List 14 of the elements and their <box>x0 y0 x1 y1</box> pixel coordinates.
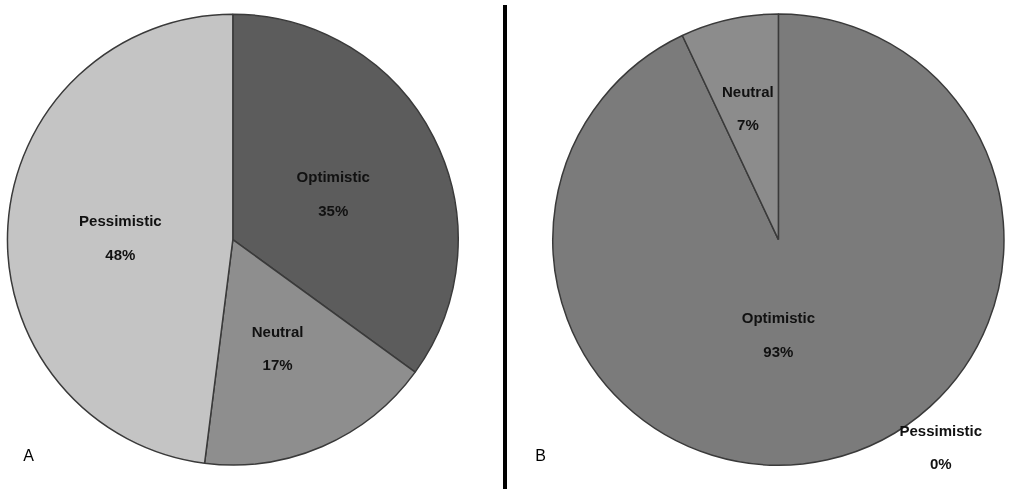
slice-label: Optimistic <box>741 309 816 327</box>
slice-label: Neutral <box>251 322 304 340</box>
slice-label: Neutral <box>722 83 774 101</box>
text: A <box>23 446 35 464</box>
data-label: 17% <box>262 356 293 374</box>
text: B <box>535 446 546 464</box>
data-label: 48% <box>105 245 136 263</box>
data-label: 7% <box>737 116 759 134</box>
data-label: 35% <box>318 201 349 219</box>
category-label: Pessimistic <box>899 422 983 440</box>
data-label: 93% <box>763 342 794 360</box>
text: 0% <box>929 455 952 473</box>
slice-label: Pessimistic <box>79 212 162 230</box>
slice-label: Optimistic <box>296 168 370 186</box>
